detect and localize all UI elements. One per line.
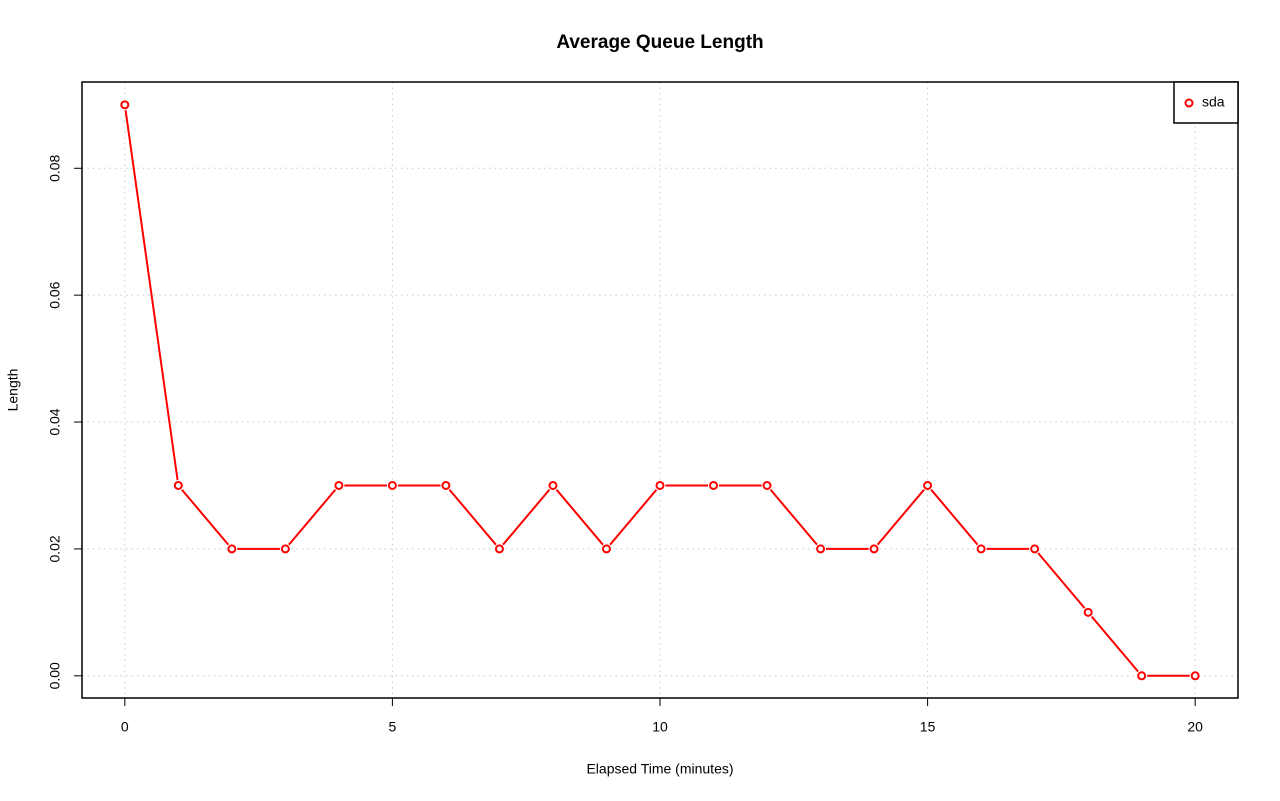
- data-point: [441, 480, 451, 490]
- data-point: [816, 544, 826, 554]
- data-point: [923, 480, 933, 490]
- data-point: [120, 100, 130, 110]
- data-point: [173, 480, 183, 490]
- legend-label: sda: [1202, 94, 1225, 110]
- data-point: [869, 544, 879, 554]
- data-point: [387, 480, 397, 490]
- data-point: [494, 544, 504, 554]
- data-point: [1083, 607, 1093, 617]
- data-point: [334, 480, 344, 490]
- y-tick-label: 0.08: [47, 154, 63, 181]
- data-point: [548, 480, 558, 490]
- x-tick-label: 10: [652, 719, 668, 735]
- data-point: [762, 480, 772, 490]
- data-point: [655, 480, 665, 490]
- data-point: [280, 544, 290, 554]
- chart-title: Average Queue Length: [556, 32, 763, 53]
- x-tick-label: 5: [389, 719, 397, 735]
- data-point: [1030, 544, 1040, 554]
- data-point: [601, 544, 611, 554]
- y-tick-label: 0.06: [47, 281, 63, 308]
- x-axis-title: Elapsed Time (minutes): [586, 761, 733, 777]
- data-point: [227, 544, 237, 554]
- x-tick-label: 20: [1187, 719, 1203, 735]
- legend-marker: [1184, 98, 1194, 108]
- data-point: [1137, 671, 1147, 681]
- data-point: [976, 544, 986, 554]
- y-tick-label: 0.04: [47, 408, 63, 435]
- plot-frame: [81, 81, 1239, 699]
- data-point: [709, 480, 719, 490]
- y-axis-title: Length: [5, 369, 21, 412]
- y-tick-label: 0.02: [47, 535, 63, 562]
- y-tick-label: 0.00: [47, 662, 63, 689]
- x-tick-label: 0: [121, 719, 129, 735]
- data-point: [1190, 671, 1200, 681]
- x-tick-label: 15: [920, 719, 936, 735]
